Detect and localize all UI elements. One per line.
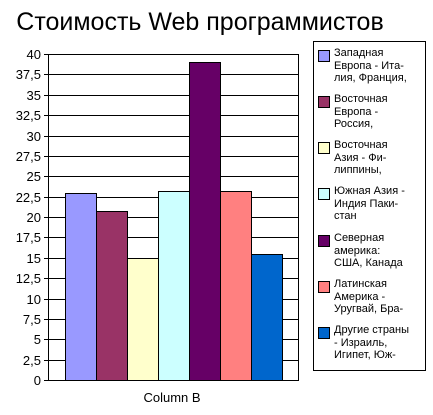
y-tick-label: 25: [27, 169, 41, 184]
legend-swatch-1: [318, 50, 330, 62]
plot-area-border: [48, 54, 299, 381]
legend-swatch-7: [318, 327, 330, 339]
chart-title: Стоимость Web программистов: [16, 8, 383, 36]
y-tick-label: 7,5: [23, 312, 41, 327]
y-tick-label: 35: [27, 88, 41, 103]
y-tick-label: 17,5: [16, 230, 41, 245]
legend-label-6: Латинская Америка - Уругвай, Бра-: [334, 278, 404, 315]
y-tick-labels: 0 2,5 5 7,5 10 12,5 15 17,5 20 22,5 25 27,5 30 32,5 35…: [16, 47, 41, 388]
legend-label-5: Северная америка: США, Канада: [334, 232, 403, 269]
legend-swatch-5: [318, 235, 330, 247]
bar-series-2: [96, 211, 128, 381]
y-tick-label: 5: [34, 332, 41, 347]
bar-series-5: [189, 62, 221, 381]
legend-swatch-3: [318, 142, 330, 154]
bar-series-6: [220, 191, 252, 381]
legend-swatch-2: [318, 96, 330, 108]
y-tick-label: 10: [27, 292, 41, 307]
y-tick-label: 30: [27, 129, 41, 144]
legend-swatch-4: [318, 188, 330, 200]
y-tick-label: 15: [27, 251, 41, 266]
bars: [65, 62, 283, 381]
y-tick-label: 27,5: [16, 149, 41, 164]
bar-series-7: [251, 254, 283, 381]
legend-label-4: Южная Азия - Индия Паки- стан: [334, 185, 405, 222]
y-tick-label: 12,5: [16, 271, 41, 286]
y-tick-label: 22,5: [16, 190, 41, 205]
legend-swatch-6: [318, 281, 330, 293]
y-tick-label: 0: [34, 373, 41, 388]
bar-series-3: [127, 258, 159, 381]
legend: Западная Европа - Ита- лия, Франция, Вос…: [313, 41, 426, 371]
legend-label-7: Другие страны - Израиль, Игипет, Юж-: [334, 324, 410, 361]
x-category-label: Column B: [143, 390, 200, 405]
legend-label-1: Западная Европа - Ита- лия, Франция,: [334, 47, 407, 84]
legend-label-3: Восточная Азия - Фи- липпины,: [334, 139, 388, 176]
bar-series-1: [65, 193, 97, 381]
y-tick-label: 37,5: [16, 67, 41, 82]
legend-label-2: Восточная Европа - Россия,: [334, 93, 388, 130]
y-tick-label: 2,5: [23, 353, 41, 368]
y-tick-label: 32,5: [16, 108, 41, 123]
y-tick-label: 40: [27, 47, 41, 62]
y-tick-label: 20: [27, 210, 41, 225]
bar-series-4: [158, 191, 190, 381]
axes: [44, 54, 299, 381]
